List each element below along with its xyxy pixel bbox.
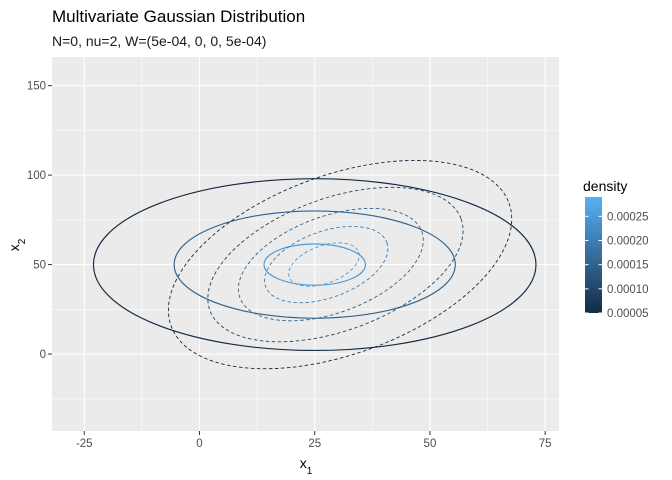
x-tick-label: 50 bbox=[424, 438, 437, 450]
y-axis-tick-labels: 0 50 100 150 bbox=[27, 81, 46, 361]
legend-ticks: 0.00005 0.00010 0.00015 0.00020 0.00025 bbox=[585, 211, 649, 320]
legend-tick-label: 0.00025 bbox=[607, 211, 649, 223]
contour-solid bbox=[92, 178, 537, 352]
legend: density 0.000050.000100.000150.000200.00… bbox=[583, 178, 649, 320]
y-tick-label: 50 bbox=[33, 260, 46, 272]
legend-tick-label: 0.00020 bbox=[607, 236, 649, 248]
y-tick-label: 0 bbox=[40, 349, 46, 361]
x-axis-title-sub: 1 bbox=[307, 466, 313, 477]
x-tick-label: 25 bbox=[308, 438, 321, 450]
x-axis-tick-labels: -25 0 25 50 75 bbox=[76, 438, 552, 450]
y-axis-title-base: x bbox=[6, 244, 22, 251]
legend-tick-label: 0.00005 bbox=[607, 308, 649, 320]
legend-colorbar bbox=[585, 197, 602, 313]
chart-title: Multivariate Gaussian Distribution bbox=[52, 7, 305, 26]
contour-lines bbox=[92, 159, 537, 370]
y-axis-title: x2 bbox=[6, 238, 28, 251]
grid-minor bbox=[52, 57, 559, 431]
legend-tick-label: 0.00015 bbox=[607, 260, 649, 272]
contour-dashed bbox=[207, 186, 464, 343]
chart-subtitle: N=0, nu=2, W=(5e-04, 0, 0, 5e-04) bbox=[52, 33, 266, 49]
y-tick-label: 150 bbox=[27, 81, 46, 93]
x-axis-title-base: x bbox=[300, 455, 307, 471]
x-tick-label: 0 bbox=[196, 438, 202, 450]
legend-title: density bbox=[583, 178, 627, 194]
contour-dashed bbox=[264, 225, 389, 304]
contour-dashed bbox=[288, 242, 360, 287]
contour-solid bbox=[263, 243, 366, 286]
y-axis-title-sub: 2 bbox=[17, 238, 28, 244]
x-tick-label: 75 bbox=[539, 438, 552, 450]
contour-dashed bbox=[237, 207, 424, 322]
contour-dashed bbox=[167, 159, 513, 370]
x-tick-label: -25 bbox=[76, 438, 93, 450]
x-axis-title: x1 bbox=[300, 455, 313, 477]
axis-ticks bbox=[48, 85, 546, 435]
legend-tick-label: 0.00010 bbox=[607, 284, 649, 296]
y-tick-label: 100 bbox=[27, 170, 46, 182]
